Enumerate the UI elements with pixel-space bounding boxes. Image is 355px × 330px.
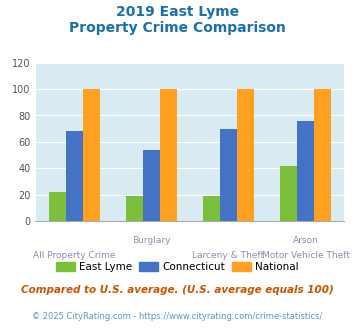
- Bar: [126, 196, 143, 221]
- Bar: [83, 89, 100, 221]
- Text: All Property Crime: All Property Crime: [33, 251, 115, 260]
- Bar: [280, 166, 297, 221]
- Text: 2019 East Lyme: 2019 East Lyme: [116, 5, 239, 19]
- Bar: [297, 121, 314, 221]
- Bar: [220, 129, 237, 221]
- Text: Arson: Arson: [293, 236, 319, 245]
- Bar: [160, 89, 177, 221]
- Text: Compared to U.S. average. (U.S. average equals 100): Compared to U.S. average. (U.S. average …: [21, 285, 334, 295]
- Bar: [237, 89, 254, 221]
- Text: Motor Vehicle Theft: Motor Vehicle Theft: [262, 251, 350, 260]
- Bar: [314, 89, 331, 221]
- Text: © 2025 CityRating.com - https://www.cityrating.com/crime-statistics/: © 2025 CityRating.com - https://www.city…: [32, 312, 323, 321]
- Text: Burglary: Burglary: [132, 236, 170, 245]
- Bar: [143, 150, 160, 221]
- Text: Property Crime Comparison: Property Crime Comparison: [69, 21, 286, 35]
- Legend: East Lyme, Connecticut, National: East Lyme, Connecticut, National: [52, 258, 303, 276]
- Bar: [66, 131, 83, 221]
- Bar: [203, 196, 220, 221]
- Text: Larceny & Theft: Larceny & Theft: [192, 251, 264, 260]
- Bar: [49, 192, 66, 221]
